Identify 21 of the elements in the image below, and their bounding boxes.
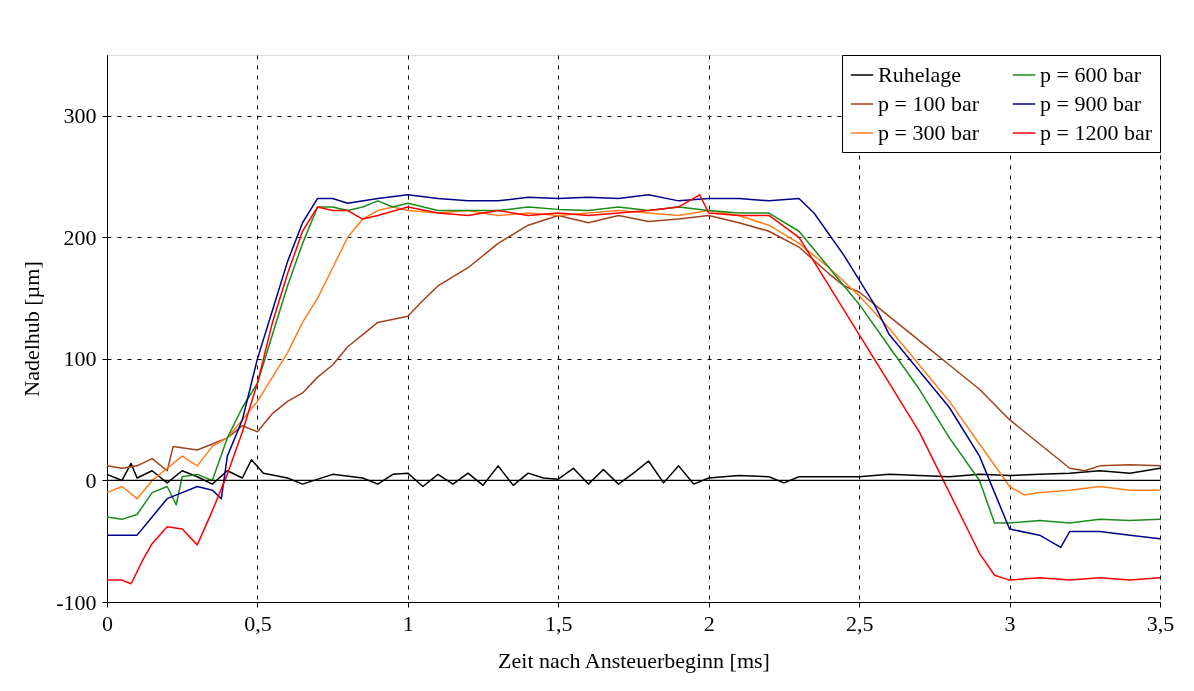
y-tick-label: 300 <box>63 103 97 129</box>
x-tick-label: 0,5 <box>244 610 272 636</box>
y-tick-label: -100 <box>56 589 97 615</box>
legend-label: p = 1200 bar <box>1040 120 1153 145</box>
legend-label: p = 100 bar <box>878 91 980 116</box>
y-axis-title: Nadelhub [µm] <box>19 261 45 397</box>
legend-label: p = 900 bar <box>1040 91 1142 116</box>
x-tick-label: 2 <box>703 610 715 636</box>
legend-label: p = 600 bar <box>1040 62 1142 87</box>
x-tick-label: 1 <box>402 610 414 636</box>
x-tick-label: 2,5 <box>845 610 874 636</box>
x-tick-label: 3,5 <box>1146 610 1175 636</box>
y-tick-label: 200 <box>63 224 97 250</box>
x-tick-label: 0 <box>102 610 113 636</box>
y-tick-label: 0 <box>85 467 97 493</box>
x-tick-label: 3 <box>1004 610 1016 636</box>
legend-label: p = 300 bar <box>878 120 980 145</box>
x-tick-label: 1,5 <box>545 610 573 636</box>
y-tick-label: 100 <box>63 346 97 372</box>
legend-label: Ruhelage <box>878 62 962 87</box>
x-axis-title: Zeit nach Ansteuerbeginn [ms] <box>498 647 770 673</box>
